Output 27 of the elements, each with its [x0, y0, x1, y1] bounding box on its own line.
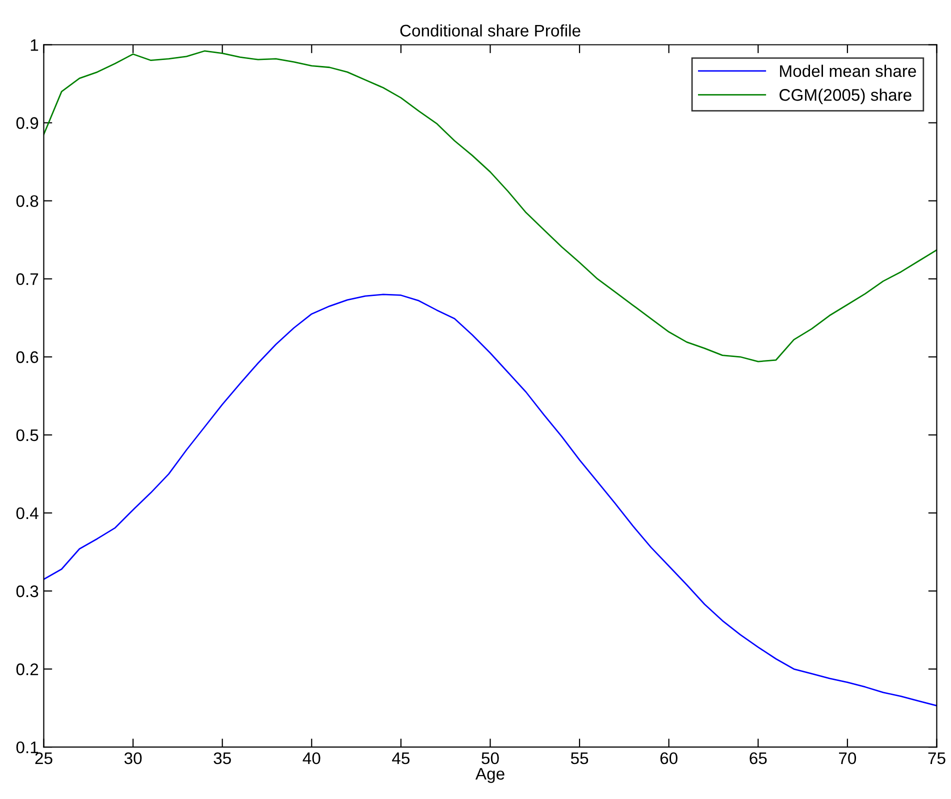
x-axis-title: Age	[475, 768, 504, 783]
x-tick-label: 40	[302, 752, 320, 764]
x-tick-label: 35	[214, 752, 231, 764]
y-tick-label: 0.6	[16, 351, 38, 364]
x-tick-label: 70	[839, 752, 856, 764]
y-tick-label: 0.3	[16, 585, 38, 598]
y-tick-label: 0.5	[16, 429, 38, 442]
x-tick-label: 60	[660, 752, 678, 764]
y-tick-label: 0.2	[16, 663, 38, 676]
x-tick-label: 65	[750, 752, 767, 764]
x-tick-label: 45	[392, 752, 410, 764]
y-tick-label: 0.1	[16, 741, 38, 754]
legend-label: CGM(2005) share	[780, 88, 912, 104]
x-tick-label: 25	[35, 752, 52, 764]
legend-label: Model mean share	[780, 64, 916, 77]
x-tick-label: 50	[482, 752, 499, 764]
y-tick-label: 1	[30, 39, 38, 51]
x-tick-label: 75	[928, 752, 946, 764]
y-tick-label: 0.4	[16, 507, 38, 520]
line-series	[44, 50, 937, 362]
x-tick-label: 30	[124, 752, 142, 764]
x-tick-label: 55	[570, 752, 588, 764]
y-tick-label: 0.8	[16, 195, 38, 208]
line-series	[44, 294, 937, 706]
y-tick-label: 0.7	[16, 273, 38, 286]
y-tick-label: 0.9	[16, 117, 38, 129]
chart-title: Conditional share Profile	[400, 24, 580, 37]
